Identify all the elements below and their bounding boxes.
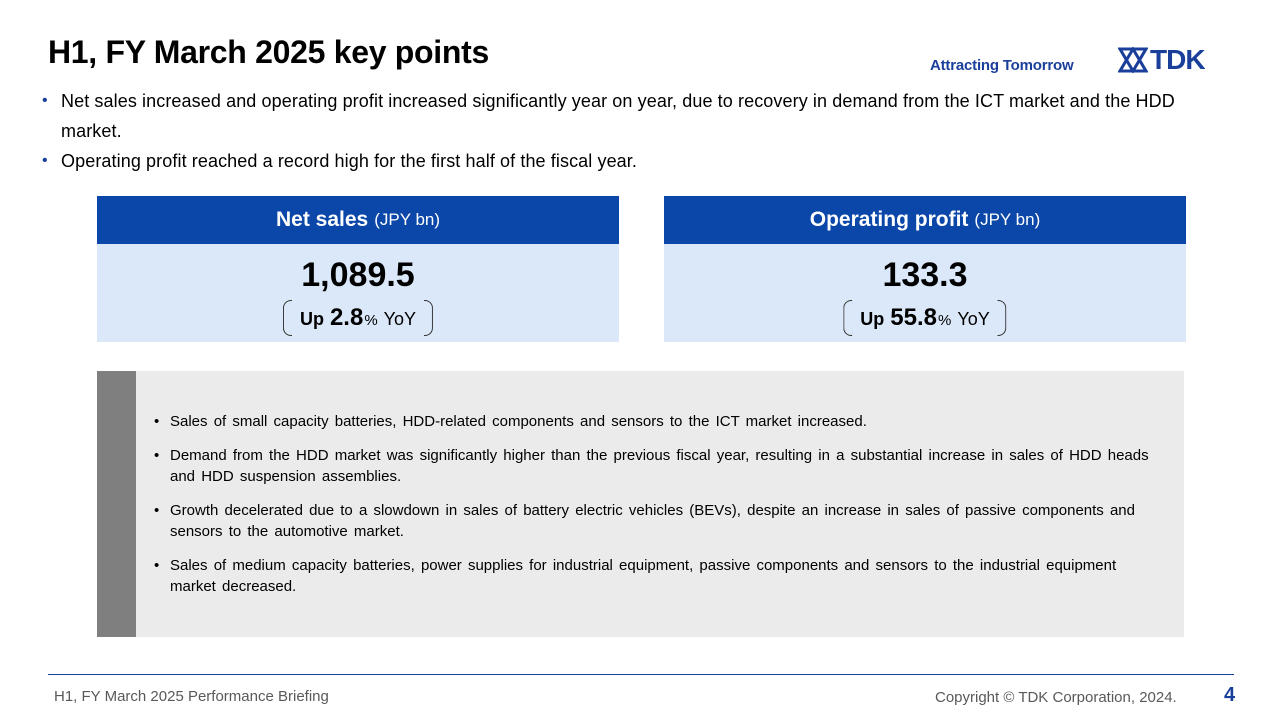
bullet-icon: • bbox=[154, 502, 160, 519]
detail-panel: • Sales of small capacity batteries, HDD-… bbox=[97, 371, 1184, 637]
right-bracket bbox=[997, 300, 1007, 336]
page-title: H1, FY March 2025 key points bbox=[48, 34, 489, 70]
bullet-icon: • bbox=[154, 557, 160, 574]
tdk-logo-text: TDK bbox=[1150, 44, 1206, 75]
kpi-header: Net sales (JPY bn) bbox=[97, 196, 619, 244]
detail-item: • Sales of small capacity batteries, HDD-… bbox=[154, 413, 867, 430]
bullet-icon: • bbox=[154, 413, 160, 430]
detail-item: • Growth decelerated due to a slowdown in… bbox=[154, 502, 1135, 540]
key-points-list: • Net sales increased and operating profi… bbox=[42, 86, 1238, 176]
yoy-percent-sign: % bbox=[938, 312, 952, 329]
bullet-icon: • bbox=[154, 447, 160, 464]
footer-copyright: Copyright © TDK Corporation, 2024. bbox=[935, 689, 1177, 706]
kpi-body: 133.3 Up 55.8 % YoY bbox=[664, 244, 1186, 342]
tdk-logo: TDK bbox=[1118, 44, 1206, 75]
kpi-net-sales: Net sales (JPY bn) 1,089.5 Up 2.8 % YoY bbox=[97, 196, 619, 342]
left-bracket bbox=[843, 300, 853, 336]
bullet-icon: • bbox=[42, 152, 48, 169]
kpi-yoy: Up 55.8 % YoY bbox=[843, 300, 1007, 336]
yoy-change: 2.8 bbox=[329, 304, 364, 331]
kpi-body: 1,089.5 Up 2.8 % YoY bbox=[97, 244, 619, 342]
right-bracket bbox=[424, 300, 434, 336]
key-point: • Operating profit reached a record high … bbox=[42, 146, 1238, 176]
page-number: 4 bbox=[1224, 684, 1236, 706]
detail-item: • Sales of medium capacity batteries, pow… bbox=[154, 557, 1117, 595]
detail-item: • Demand from the HDD market was signific… bbox=[154, 447, 1149, 485]
yoy-label: YoY bbox=[383, 309, 417, 329]
kpi-value: 1,089.5 bbox=[301, 256, 415, 294]
bullet-icon: • bbox=[42, 92, 48, 109]
kpi-label: Operating profit bbox=[809, 208, 969, 231]
yoy-change: 55.8 bbox=[890, 304, 937, 331]
left-bracket bbox=[282, 300, 292, 336]
footer-divider bbox=[48, 674, 1234, 675]
kpi-yoy: Up 2.8 % YoY bbox=[282, 300, 434, 336]
kpi-unit: (JPY bn) bbox=[374, 210, 441, 229]
kpi-label: Net sales bbox=[275, 208, 369, 231]
detail-list: • Sales of small capacity batteries, HDD-… bbox=[154, 411, 1159, 610]
yoy-direction: Up bbox=[299, 309, 324, 329]
yoy-direction: Up bbox=[860, 309, 885, 329]
footer-briefing-title: H1, FY March 2025 Performance Briefing bbox=[54, 688, 329, 705]
yoy-label: YoY bbox=[957, 309, 990, 329]
kpi-value: 133.3 bbox=[882, 256, 968, 294]
key-point: • Net sales increased and operating profi… bbox=[42, 86, 1238, 146]
yoy-percent-sign: % bbox=[364, 312, 378, 329]
kpi-unit: (JPY bn) bbox=[974, 210, 1041, 229]
kpi-operating-profit: Operating profit (JPY bn) 133.3 Up 55.8 … bbox=[664, 196, 1186, 342]
tagline: Attracting Tomorrow bbox=[930, 57, 1074, 74]
tdk-logo-icon bbox=[1118, 47, 1148, 73]
detail-accent-bar bbox=[97, 371, 136, 637]
kpi-header: Operating profit (JPY bn) bbox=[664, 196, 1186, 244]
